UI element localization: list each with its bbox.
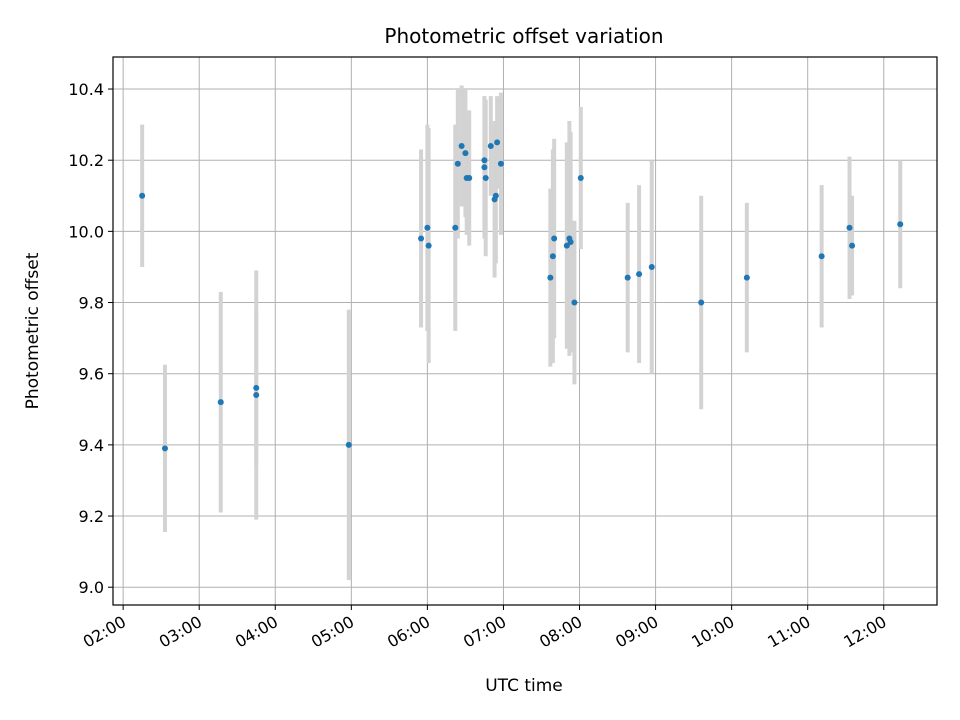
data-point — [547, 274, 554, 281]
plot-frame — [112, 56, 938, 606]
data-point — [648, 263, 655, 270]
data-point — [849, 242, 856, 249]
y-tick-label: 9.6 — [79, 365, 104, 384]
data-point — [217, 399, 224, 406]
data-point — [462, 150, 469, 157]
x-tick-label: 11:00 — [764, 612, 813, 652]
data-point — [818, 253, 825, 260]
y-tick-label: 9.8 — [79, 294, 104, 313]
data-point — [571, 299, 578, 306]
data-point — [425, 242, 432, 249]
data-point — [636, 271, 643, 278]
data-point — [139, 192, 146, 199]
data-point — [345, 441, 352, 448]
data-point — [563, 242, 570, 249]
data-point — [482, 174, 489, 181]
x-tick-label: 12:00 — [840, 612, 889, 652]
x-tick-label: 05:00 — [308, 612, 357, 652]
y-tick-label: 9.2 — [79, 507, 104, 526]
chart-title: Photometric offset variation — [384, 24, 663, 48]
data-point — [161, 445, 168, 452]
data-point — [624, 274, 631, 281]
x-axis: 02:00 03:00 04:00 05:00 06:00 07:00 08:00 09:00… — [80, 605, 890, 652]
grid — [113, 57, 937, 605]
x-tick-label: 10:00 — [688, 612, 737, 652]
data-point — [494, 139, 501, 146]
data-point — [418, 235, 425, 242]
data-point — [481, 164, 488, 171]
data-point — [897, 221, 904, 228]
error-bars — [140, 85, 903, 581]
x-tick-label: 02:00 — [80, 612, 129, 652]
x-tick-label: 03:00 — [156, 612, 205, 652]
data-point — [253, 392, 260, 399]
data-point — [466, 174, 473, 181]
x-axis-title: UTC time — [485, 676, 563, 696]
y-tick-label: 10.4 — [68, 80, 104, 99]
data-point — [487, 142, 494, 149]
x-tick-label: 08:00 — [536, 612, 585, 652]
data-point — [492, 192, 499, 199]
y-tick-label: 10.0 — [68, 222, 104, 241]
data-point — [458, 142, 465, 149]
y-tick-label: 10.2 — [68, 151, 104, 170]
x-tick-label: 06:00 — [384, 612, 433, 652]
y-tick-label: 9.0 — [79, 578, 104, 597]
data-points — [139, 139, 904, 452]
data-point — [577, 174, 584, 181]
data-point — [424, 224, 431, 231]
data-point — [698, 299, 705, 306]
x-tick-label: 07:00 — [460, 612, 509, 652]
data-point — [551, 235, 558, 242]
y-axis-title: Photometric offset — [23, 252, 43, 409]
data-point — [454, 160, 461, 167]
data-point — [481, 157, 488, 164]
data-point — [452, 224, 459, 231]
x-tick-label: 09:00 — [612, 612, 661, 652]
y-tick-label: 9.4 — [79, 436, 104, 455]
data-point — [567, 239, 574, 246]
y-axis: 9.0 9.2 9.4 9.6 9.8 10.0 10.2 10.4 — [68, 80, 113, 597]
data-point — [549, 253, 556, 260]
data-point — [253, 384, 260, 391]
x-tick-label: 04:00 — [232, 612, 281, 652]
data-point — [846, 224, 853, 231]
data-point — [497, 160, 504, 167]
data-point — [743, 274, 750, 281]
